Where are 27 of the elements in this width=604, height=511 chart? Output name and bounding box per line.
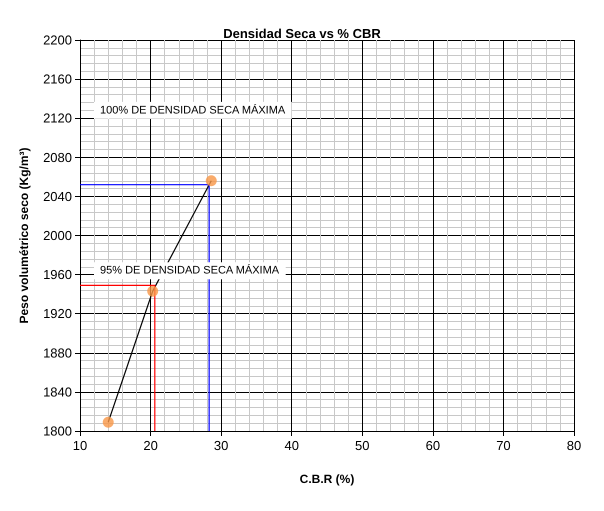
- point: [147, 286, 158, 297]
- y-tick-label: 2200: [43, 32, 72, 48]
- y-axis-title: Peso volumétrico seco (Kg/m³): [17, 147, 31, 324]
- x-axis-title: C.B.R (%): [300, 472, 354, 486]
- y-tick-label: 2120: [43, 110, 72, 126]
- y-tick-label: 2000: [43, 228, 72, 243]
- y-tick-label: 1920: [43, 306, 72, 322]
- x-tick-label: 80: [566, 438, 582, 453]
- chart-title: Densidad Seca vs % CBR: [223, 26, 382, 41]
- x-tick-label: 20: [143, 438, 158, 453]
- x-tick-label: 50: [355, 438, 370, 453]
- x-tick-label: 70: [496, 438, 511, 453]
- y-tick-label: 1880: [43, 345, 72, 360]
- x-tick-label: 60: [426, 438, 440, 453]
- y-tick-label: 1800: [43, 424, 72, 438]
- x-tick-label: 40: [284, 438, 299, 453]
- y-tick-label: 1960: [43, 267, 72, 282]
- y-tick-label: 2160: [43, 72, 72, 87]
- y-tick-label: 2040: [43, 188, 72, 204]
- y-tick-label: 2080: [43, 150, 72, 165]
- annotation: 95% DE DENSIDAD SECA MÁXIMA: [100, 264, 280, 277]
- x-tick-label: 10: [72, 438, 88, 453]
- annotation: 100% DE DENSIDAD SECA MÁXIMA: [100, 103, 286, 116]
- point: [206, 175, 217, 186]
- point: [102, 416, 114, 428]
- y-tick-label: 1840: [43, 384, 72, 400]
- x-tick-label: 30: [214, 438, 228, 453]
